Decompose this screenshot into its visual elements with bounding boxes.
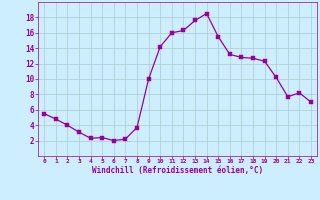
X-axis label: Windchill (Refroidissement éolien,°C): Windchill (Refroidissement éolien,°C) — [92, 166, 263, 175]
